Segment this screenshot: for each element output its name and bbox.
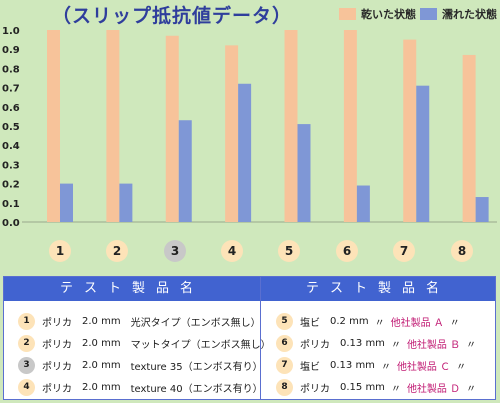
competitor-product: 他社製品 Ｄ — [406, 383, 461, 395]
product-badge-8: 8 — [276, 378, 293, 396]
bar-wet-2 — [119, 183, 133, 222]
legend-item-dry: 乾いた状態 — [339, 6, 416, 22]
bar-dry-8 — [462, 54, 476, 223]
category-badge-2: 2 — [106, 240, 128, 262]
category-badge-1: 1 — [49, 240, 71, 262]
product-material: 塩ビ — [300, 317, 320, 329]
product-thickness: 0.13 mm — [340, 337, 385, 349]
ditto-mark: 〃 — [380, 361, 391, 373]
product-material: ポリカ — [42, 317, 72, 329]
product-badge-5: 5 — [276, 312, 293, 330]
legend-swatch-dry — [339, 8, 356, 20]
y-tick-label: 0.3 — [2, 160, 20, 171]
ditto-mark: 〃 — [390, 339, 401, 351]
category-badge-7: 7 — [393, 240, 415, 262]
product-badge-6: 6 — [276, 334, 293, 352]
product-material: ポリカ — [300, 383, 330, 395]
bar-wet-7 — [416, 85, 430, 223]
competitor-product: 他社製品 Ｃ — [396, 361, 451, 373]
product-table: テスト製品名 テスト製品名 1 ポリカ 2.0 mm 光沢タイプ（エンボス無し）… — [3, 276, 496, 400]
y-tick-label: 0.7 — [2, 84, 20, 95]
ditto-mark: 〃 — [390, 383, 401, 395]
y-tick-label: 1.0 — [2, 26, 20, 37]
product-badge-1: 1 — [18, 312, 35, 330]
chart-title: （スリップ抵抗値データ） — [52, 5, 293, 27]
category-badge-5: 5 — [278, 240, 300, 262]
category-badge-6: 6 — [336, 240, 358, 262]
product-badge-2: 2 — [18, 334, 35, 352]
product-row-5: 5 塩ビ 0.2 mm 〃 他社製品 Ａ 〃 — [276, 311, 466, 331]
product-description: マットタイプ（エンボス無し） — [130, 339, 271, 351]
product-thickness: 0.2 mm — [330, 315, 369, 327]
product-thickness: 2.0 mm — [82, 315, 121, 327]
product-material: ポリカ — [300, 339, 330, 351]
product-thickness: 0.15 mm — [340, 381, 385, 393]
product-description: 光沢タイプ（エンボス無し） — [130, 317, 261, 329]
competitor-product: 他社製品 Ａ — [390, 317, 444, 329]
product-material: 塩ビ — [300, 361, 320, 373]
bar-dry-2 — [106, 30, 120, 222]
legend-label-wet: 濡れた状態 — [442, 8, 497, 21]
y-tick-label: 0.9 — [2, 45, 20, 56]
product-badge-7: 7 — [276, 356, 293, 374]
legend-swatch-wet — [420, 8, 437, 20]
y-tick-label: 0.0 — [2, 218, 20, 229]
product-row-6: 6 ポリカ 0.13 mm 〃 他社製品 Ｂ 〃 — [276, 333, 482, 353]
category-badges: 1 2 3 4 5 6 7 8 — [0, 236, 500, 266]
bar-dry-7 — [403, 39, 417, 222]
product-badge-3: 3 — [18, 356, 35, 374]
y-tick-label: 0.4 — [2, 141, 20, 152]
column-divider — [260, 277, 261, 399]
product-description: texture 35（エンボス有り） — [130, 361, 263, 373]
ditto-mark: 〃 — [449, 317, 460, 329]
bar-dry-6 — [343, 30, 357, 222]
bar-wet-8 — [475, 197, 489, 222]
y-tick-label: 0.8 — [2, 64, 20, 75]
y-tick-label: 0.2 — [2, 180, 20, 191]
bar-dry-3 — [165, 35, 179, 223]
product-row-2: 2 ポリカ 2.0 mm マットタイプ（エンボス無し） — [18, 333, 271, 353]
bar-dry-4 — [225, 45, 239, 222]
product-badge-4: 4 — [18, 378, 35, 396]
bar-dry-5 — [284, 30, 298, 222]
ditto-mark: 〃 — [374, 317, 385, 329]
product-header-right: テスト製品名 — [261, 277, 495, 301]
bar-wet-1 — [60, 183, 73, 222]
bar-wet-6 — [356, 185, 370, 222]
y-tick-label: 0.6 — [2, 103, 20, 114]
ditto-mark: 〃 — [466, 383, 477, 395]
product-thickness: 2.0 mm — [82, 381, 121, 393]
product-thickness: 0.13 mm — [330, 359, 375, 371]
legend-label-dry: 乾いた状態 — [361, 8, 416, 21]
product-description: texture 40（エンボス有り） — [130, 383, 263, 395]
product-row-4: 4 ポリカ 2.0 mm texture 40（エンボス有り） — [18, 377, 263, 397]
category-badge-8: 8 — [451, 240, 473, 262]
bar-chart: 0.0 0.1 0.2 0.3 0.4 0.5 0.6 0.7 0.8 0.9 1.0 — [2, 26, 497, 229]
product-thickness: 2.0 mm — [82, 359, 121, 371]
product-header-left: テスト製品名 — [4, 277, 260, 301]
category-badge-4: 4 — [221, 240, 243, 262]
product-row-1: 1 ポリカ 2.0 mm 光沢タイプ（エンボス無し） — [18, 311, 261, 331]
category-badge-3: 3 — [164, 240, 186, 262]
competitor-product: 他社製品 Ｂ — [406, 339, 461, 351]
bar-wet-4 — [238, 83, 252, 222]
y-tick-label: 0.1 — [2, 199, 20, 210]
ditto-mark: 〃 — [456, 361, 467, 373]
product-material: ポリカ — [42, 339, 72, 351]
legend-item-wet: 濡れた状態 — [420, 6, 497, 22]
bar-wet-5 — [297, 124, 311, 222]
bar-dry-1 — [47, 30, 60, 222]
y-tick-label: 0.5 — [2, 122, 20, 133]
ditto-mark: 〃 — [466, 339, 477, 351]
product-thickness: 2.0 mm — [82, 337, 121, 349]
product-material: ポリカ — [42, 361, 72, 373]
product-row-8: 8 ポリカ 0.15 mm 〃 他社製品 Ｄ 〃 — [276, 377, 482, 397]
product-material: ポリカ — [42, 383, 72, 395]
product-row-3: 3 ポリカ 2.0 mm texture 35（エンボス有り） — [18, 355, 263, 375]
bar-wet-3 — [178, 120, 192, 222]
product-row-7: 7 塩ビ 0.13 mm 〃 他社製品 Ｃ 〃 — [276, 355, 472, 375]
